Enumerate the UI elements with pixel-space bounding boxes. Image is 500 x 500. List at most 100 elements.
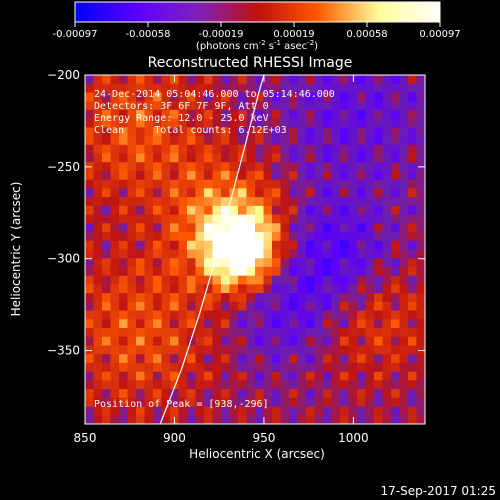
- heatmap-cell: [357, 397, 366, 407]
- heatmap-cell: [289, 319, 298, 329]
- heatmap-cell: [93, 345, 103, 355]
- heatmap-cell: [195, 380, 205, 390]
- heatmap-cell: [195, 162, 205, 172]
- heatmap-cell: [416, 232, 425, 242]
- heatmap-cell: [144, 293, 154, 303]
- heatmap-cell: [144, 232, 154, 242]
- heatmap-cell: [195, 240, 205, 250]
- heatmap-cell: [391, 240, 400, 250]
- heatmap-cell: [93, 188, 103, 198]
- heatmap-cell: [391, 170, 400, 181]
- heatmap-cell: [272, 232, 281, 242]
- heatmap-cell: [306, 232, 315, 242]
- heatmap-cell: [382, 83, 392, 93]
- heatmap-cell: [178, 275, 188, 285]
- heatmap-cell: [314, 170, 324, 181]
- heatmap-cell: [153, 319, 162, 329]
- heatmap-cell: [246, 275, 256, 285]
- heatmap-cell: [255, 118, 264, 128]
- heatmap-cell: [348, 319, 358, 329]
- heatmap-cell: [93, 310, 103, 320]
- heatmap-cell: [229, 275, 239, 285]
- heatmap-cell: [306, 301, 315, 311]
- heatmap-cell: [255, 397, 264, 407]
- heatmap-cell: [297, 205, 307, 215]
- heatmap-cell: [323, 406, 332, 416]
- heatmap-cell: [153, 214, 162, 224]
- heatmap-cell: [170, 345, 179, 355]
- heatmap-cell: [229, 415, 239, 424]
- heatmap-cell: [365, 101, 375, 111]
- heatmap-cell: [238, 415, 247, 424]
- heatmap-cell: [93, 371, 103, 381]
- y-axis-ticks: −200−250−300−350: [47, 68, 425, 358]
- heatmap-cell: [153, 153, 162, 163]
- heatmap-cell: [365, 406, 375, 416]
- heatmap-cell: [204, 328, 213, 338]
- heatmap-cell: [391, 319, 400, 329]
- heatmap-cell: [323, 319, 332, 329]
- heatmap-cell: [391, 127, 400, 137]
- heatmap-cell: [289, 153, 298, 163]
- heatmap-cell: [365, 354, 375, 364]
- heatmap-cell: [246, 162, 256, 172]
- heatmap-cell: [272, 345, 281, 355]
- heatmap-cell: [178, 101, 188, 111]
- heatmap-cell: [153, 197, 162, 207]
- heatmap-cell: [357, 354, 366, 364]
- heatmap-cell: [306, 197, 315, 207]
- heatmap-cell: [340, 162, 349, 172]
- heatmap-cell: [187, 170, 196, 181]
- heatmap-cell: [331, 336, 341, 346]
- heatmap-cell: [229, 118, 239, 128]
- heatmap-cell: [408, 415, 417, 424]
- heatmap-cell: [136, 354, 145, 364]
- heatmap-cell: [365, 162, 375, 172]
- heatmap-cell: [110, 162, 120, 172]
- heatmap-cell: [127, 362, 137, 373]
- heatmap-cell: [136, 197, 145, 207]
- heatmap-cell: [399, 345, 409, 355]
- heatmap-cell: [93, 153, 103, 163]
- heatmap-cell: [204, 205, 213, 215]
- heatmap-cell: [314, 284, 324, 294]
- heatmap-cell: [365, 345, 375, 355]
- heatmap-cell: [127, 266, 137, 277]
- heatmap-cell: [382, 118, 392, 128]
- heatmap-cell: [144, 301, 154, 311]
- heatmap-cell: [365, 275, 375, 285]
- heatmap-cell: [187, 179, 196, 189]
- heatmap-cell: [204, 136, 213, 146]
- heatmap-cell: [289, 162, 298, 172]
- heatmap-cell: [238, 293, 247, 303]
- heatmap-cell: [136, 205, 145, 215]
- heatmap-cell: [110, 75, 120, 85]
- heatmap-cell: [144, 144, 154, 154]
- heatmap-cell: [238, 310, 247, 320]
- heatmap-cell: [178, 397, 188, 407]
- heatmap-cell: [365, 319, 375, 329]
- heatmap-cell: [408, 127, 417, 137]
- heatmap-cell: [119, 275, 128, 285]
- heatmap-cell: [331, 345, 341, 355]
- heatmap-cell: [365, 75, 375, 85]
- heatmap-cell: [280, 258, 290, 268]
- heatmap-cell: [255, 336, 264, 346]
- heatmap-cell: [263, 397, 273, 407]
- heatmap-cell: [331, 266, 341, 277]
- heatmap-cell: [289, 345, 298, 355]
- heatmap-cell: [391, 397, 400, 407]
- heatmap-cell: [365, 397, 375, 407]
- heatmap-cell: [306, 153, 315, 163]
- heatmap-cell: [119, 179, 128, 189]
- heatmap-cell: [144, 197, 154, 207]
- heatmap-cell: [229, 240, 239, 250]
- heatmap-cell: [238, 266, 247, 277]
- heatmap-cell: [187, 275, 196, 285]
- heatmap-cell: [238, 371, 247, 381]
- heatmap-cell: [204, 258, 213, 268]
- heatmap-cell: [85, 406, 94, 416]
- heatmap-cell: [272, 362, 281, 373]
- heatmap-cell: [340, 214, 349, 224]
- heatmap-cell: [374, 240, 383, 250]
